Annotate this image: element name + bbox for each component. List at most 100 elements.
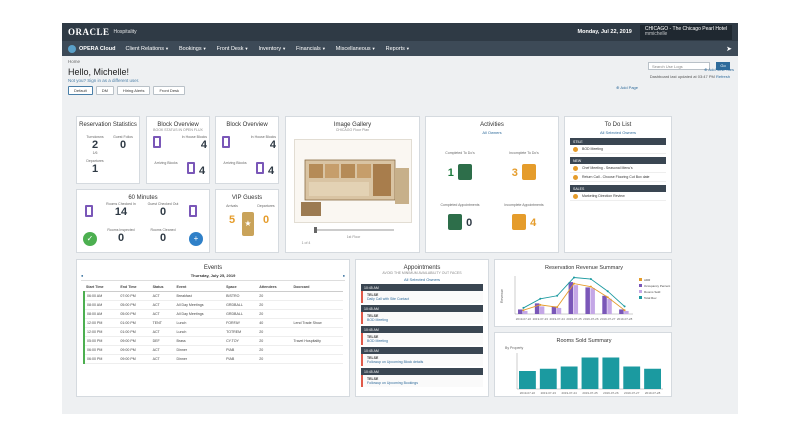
breadcrumb[interactable]: Home <box>68 59 81 64</box>
table-row[interactable]: 06:00 PM 09:00 PM ACT Dinner PIAB 20 <box>82 354 343 364</box>
nav-front-desk[interactable]: Front Desk▼ <box>217 46 249 52</box>
appointment-item[interactable]: TELSE BOD Meeting <box>361 312 483 324</box>
nav-label: Reports <box>385 45 405 52</box>
reservation-statistics-card: Reservation Statistics Turndowns 2 1/6 G… <box>76 116 140 184</box>
owner-filter[interactable]: All Selected Owners <box>403 277 440 282</box>
vip-star-icon: ★ <box>242 212 254 236</box>
navigate-arrow-icon[interactable]: ➤ <box>726 45 732 53</box>
rooms-cleaned-stat[interactable]: Rooms Cleaned 0 <box>143 228 183 244</box>
nav-miscellaneous[interactable]: Miscellaneous▼ <box>336 46 376 52</box>
rooms-inspected-stat[interactable]: Rooms Inspected 0 <box>101 228 141 244</box>
arriving-blocks-stat[interactable]: Arriving Blocks <box>220 161 250 165</box>
column-header[interactable]: Event <box>174 283 225 292</box>
nav-reports[interactable]: Reports▼ <box>386 46 410 52</box>
in-house-blocks-stat[interactable]: In House Blocks 4 <box>238 135 276 151</box>
completed-appointments-stat[interactable]: Completed Appointments 0 <box>430 203 490 231</box>
todo-item[interactable]: Chef Meeting - Seasonal Menu's <box>570 164 666 173</box>
table-row[interactable]: 12:00 PM 01:00 PM TENT Lunch FORFAY 40 Lend Tr… <box>82 318 343 328</box>
card-title: Events <box>203 265 223 271</box>
arriving-blocks-stat[interactable]: Arriving Blocks <box>151 161 181 165</box>
appointment-owner: TELSE <box>367 293 379 297</box>
tab-default[interactable]: Default <box>68 86 93 95</box>
nav-financials[interactable]: Financials▼ <box>296 46 326 52</box>
vip-arrivals-stat[interactable]: Arrivals 5 <box>220 204 244 226</box>
incomplete-todos-stat[interactable]: Incomplete To Do's 3 <box>494 151 554 181</box>
todo-item[interactable]: Return Call - Choose Flooring Cut Box da… <box>570 173 666 182</box>
column-header[interactable]: End Time <box>118 283 151 292</box>
chevron-down-icon: ▼ <box>282 45 287 51</box>
add-tiles-link[interactable]: ⊕ Add New Tiles <box>704 67 734 72</box>
appointment-item[interactable]: TELSE Followup on Upcoming Bookings <box>361 375 483 387</box>
gallery-pager[interactable]: 1 of 4 <box>301 241 311 245</box>
tab-dm[interactable]: DM <box>95 86 114 95</box>
prev-day-icon[interactable]: ● <box>81 273 84 278</box>
card-title: Reservation Statistics <box>79 122 137 128</box>
column-header[interactable]: Start Time <box>84 283 119 292</box>
switch-user-link[interactable]: Not you? Sign in as a different user. <box>68 78 140 83</box>
cleaning-icon: + <box>189 232 203 246</box>
incomplete-appointments-stat[interactable]: Incomplete Appointments 4 <box>494 203 554 231</box>
in-house-blocks-stat[interactable]: In House Blocks 4 <box>169 135 207 151</box>
y-axis-label: Revenue <box>500 289 504 303</box>
table-cell: 20 <box>257 327 292 337</box>
next-day-icon[interactable]: ● <box>342 273 345 278</box>
gallery-slider[interactable] <box>314 227 394 233</box>
stat-value: 4 <box>269 139 276 151</box>
tab-front-desk[interactable]: Front Desk <box>153 86 186 95</box>
table-row[interactable]: 08:00 AM 05:00 PM ACT All Day Meetings GRDBA… <box>82 309 343 319</box>
table-row[interactable]: 06:00 AM 07:00 PM ACT Breakfast BISTRO 20 <box>82 291 343 301</box>
legend-label: Total Rev <box>644 296 657 300</box>
opera-cloud-brand[interactable]: OPERA Cloud <box>68 44 115 53</box>
calendar-check-icon <box>447 213 462 230</box>
vip-departures-stat[interactable]: Departures 0 <box>254 204 278 226</box>
table-cell: Dinner <box>174 354 225 364</box>
stat-value: 0 <box>159 232 167 244</box>
column-header[interactable]: Attendees <box>257 283 292 292</box>
refresh-link[interactable]: Refresh <box>715 74 730 79</box>
nav-client-relations[interactable]: Client Relations▼ <box>125 46 169 52</box>
hotel-selector[interactable]: CHICAGO - The Chicago Pearl Hotel mmiche… <box>639 24 732 40</box>
appointment-item[interactable]: TELSE Daily Call with Site Contact <box>361 291 483 303</box>
oracle-logo: ORACLE <box>68 27 110 37</box>
owner-filter[interactable]: All Owners <box>482 130 502 135</box>
owner-filter[interactable]: All Selected Owners <box>599 130 636 135</box>
table-cell: 20 <box>257 291 292 301</box>
nav-inventory[interactable]: Inventory▼ <box>258 46 286 52</box>
appointment-item[interactable]: TELSE BOD Meeting <box>361 333 483 345</box>
departures-stat[interactable]: Departures 1 <box>81 159 109 175</box>
bar <box>585 287 590 314</box>
appointment-item[interactable]: TELSE Followup on Upcoming Block details <box>361 354 483 366</box>
turndowns-stat[interactable]: Turndowns 2 1/6 <box>81 135 109 155</box>
tab-hiring-alerts[interactable]: Hiring Alerts <box>116 86 151 95</box>
floor-plan-image[interactable] <box>294 139 412 223</box>
guest-folios-stat[interactable]: Guest Folios 0 <box>109 135 137 151</box>
door-icon <box>256 161 264 179</box>
guests-checked-out-stat[interactable]: Guest Checked Out 0 <box>143 202 183 218</box>
slider-thumb[interactable] <box>314 227 317 233</box>
calendar-pending-icon <box>511 213 526 230</box>
todo-check-icon <box>458 163 473 180</box>
table-row[interactable]: 08:00 AM 05:00 PM ACT All Day Meetings GRDBA… <box>82 300 343 310</box>
card-subtitle: AVOID THE MINIMUM AVAILABILITY OUT FACES <box>382 271 462 275</box>
nav-bookings[interactable]: Bookings▼ <box>179 46 207 52</box>
bar <box>560 366 578 389</box>
add-page-link[interactable]: ⊕ Add Page <box>616 85 638 90</box>
stat-value: 5 <box>228 214 236 226</box>
todo-item[interactable]: Marketing Direction Review <box>570 192 666 201</box>
table-cell <box>291 354 343 364</box>
todo-item[interactable]: BOD Meeting <box>570 145 666 154</box>
table-row[interactable]: 06:00 PM 09:00 PM ACT Dinner PIAB 20 <box>82 345 343 355</box>
table-cell: 09:00 PM <box>118 336 151 346</box>
completed-todos-stat[interactable]: Completed To Do's 1 <box>430 151 490 181</box>
table-cell: 07:00 PM <box>118 291 151 301</box>
table-cell: FORFAY <box>224 318 258 328</box>
rooms-checked-in-stat[interactable]: Rooms Checked In 14 <box>101 202 141 218</box>
bar <box>623 366 641 389</box>
table-row[interactable]: 12:00 PM 01:00 PM ACT Lunch TOTREM 20 <box>82 327 343 337</box>
column-header[interactable]: Status <box>150 283 175 292</box>
table-row[interactable]: 05:00 PM 09:00 PM DEF Brass CY.TOY 20 Travel H… <box>82 336 343 346</box>
column-header[interactable]: Space <box>224 283 258 292</box>
column-header[interactable]: Doorcard <box>291 283 343 292</box>
go-button[interactable]: Go <box>716 62 730 70</box>
search-input[interactable]: Search Use Logs <box>648 62 710 70</box>
